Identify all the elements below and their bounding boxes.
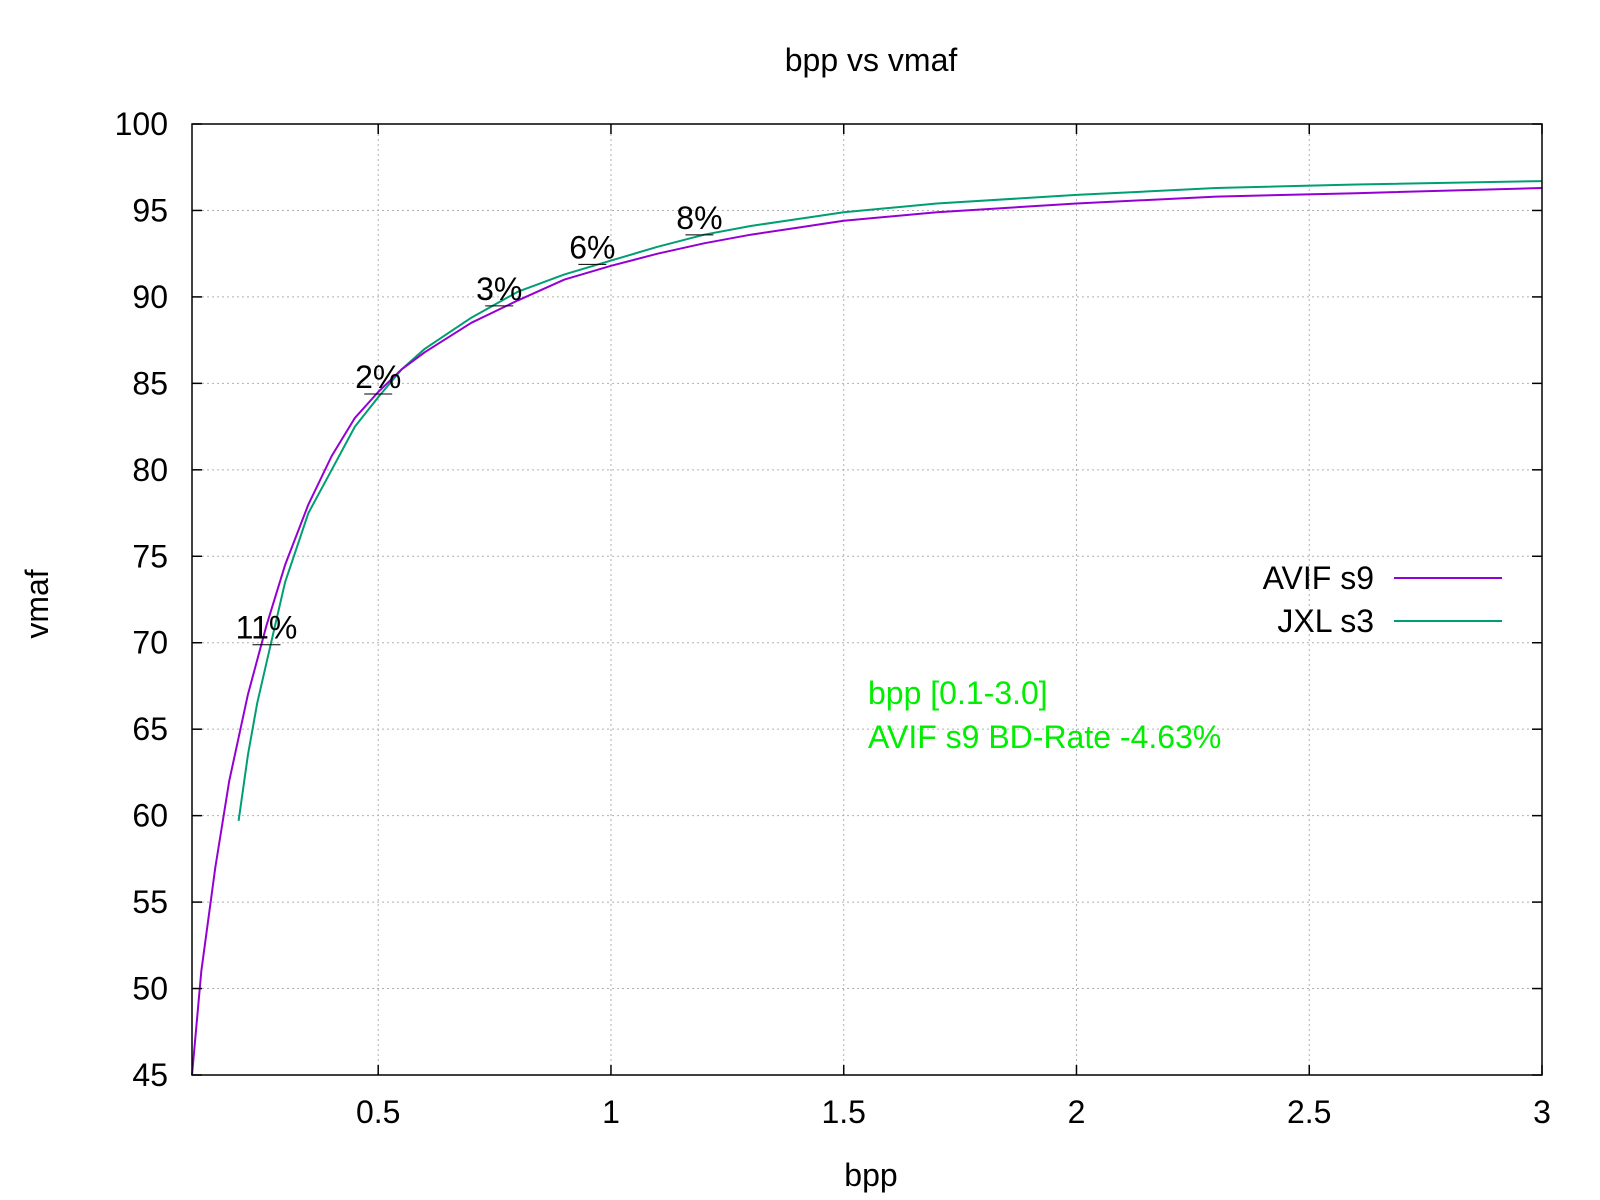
y-tick-label: 95	[132, 192, 168, 228]
x-tick-label: 2	[1068, 1094, 1086, 1130]
y-tick-label: 75	[132, 538, 168, 574]
ticks: 0.5 1 1.5 2 2.5 3 45 50 55 60 65 70 75 80 85 90 95 100	[115, 106, 1551, 1130]
annotation-label: 6%	[569, 229, 615, 265]
legend-label-jxl: JXL s3	[1277, 603, 1374, 639]
annotation-label: 2%	[355, 359, 401, 395]
legend: AVIF s9 JXL s3	[1263, 560, 1502, 639]
series-line-jxl-s3	[237, 180, 1543, 821]
annotation-label: 11%	[236, 610, 298, 646]
x-tick-label: 1	[602, 1094, 620, 1130]
x-axis-label: bpp	[844, 1157, 897, 1193]
y-tick-label: 100	[115, 106, 168, 142]
annotations: 11% 2% 3% 6% 8%	[236, 200, 723, 646]
plot-frame	[191, 123, 1543, 1076]
bd-rate-info: bpp [0.1-3.0] AVIF s9 BD-Rate -4.63%	[868, 675, 1221, 755]
y-axis-label: vmaf	[19, 569, 55, 638]
y-tick-label: 85	[132, 365, 168, 401]
annotation-label: 3%	[476, 271, 522, 307]
y-tick-label: 45	[132, 1057, 168, 1093]
x-tick-label: 3	[1533, 1094, 1551, 1130]
y-tick-label: 55	[132, 884, 168, 920]
grid	[192, 124, 1543, 1075]
series-line-avif-s9	[191, 187, 1543, 1076]
y-tick-label: 60	[132, 798, 168, 834]
x-tick-label: 0.5	[356, 1094, 400, 1130]
y-tick-label: 90	[132, 279, 168, 315]
info-line-range: bpp [0.1-3.0]	[868, 675, 1048, 711]
x-tick-label: 2.5	[1287, 1094, 1331, 1130]
x-tick-label: 1.5	[821, 1094, 865, 1130]
info-line-bd-rate: AVIF s9 BD-Rate -4.63%	[868, 719, 1221, 755]
y-tick-label: 70	[132, 625, 168, 661]
chart-title: bpp vs vmaf	[785, 42, 958, 78]
y-tick-label: 65	[132, 711, 168, 747]
y-tick-label: 50	[132, 971, 168, 1007]
annotation-label: 8%	[676, 200, 722, 236]
legend-label-avif: AVIF s9	[1263, 560, 1374, 596]
y-tick-label: 80	[132, 452, 168, 488]
series-group	[191, 180, 1543, 1076]
